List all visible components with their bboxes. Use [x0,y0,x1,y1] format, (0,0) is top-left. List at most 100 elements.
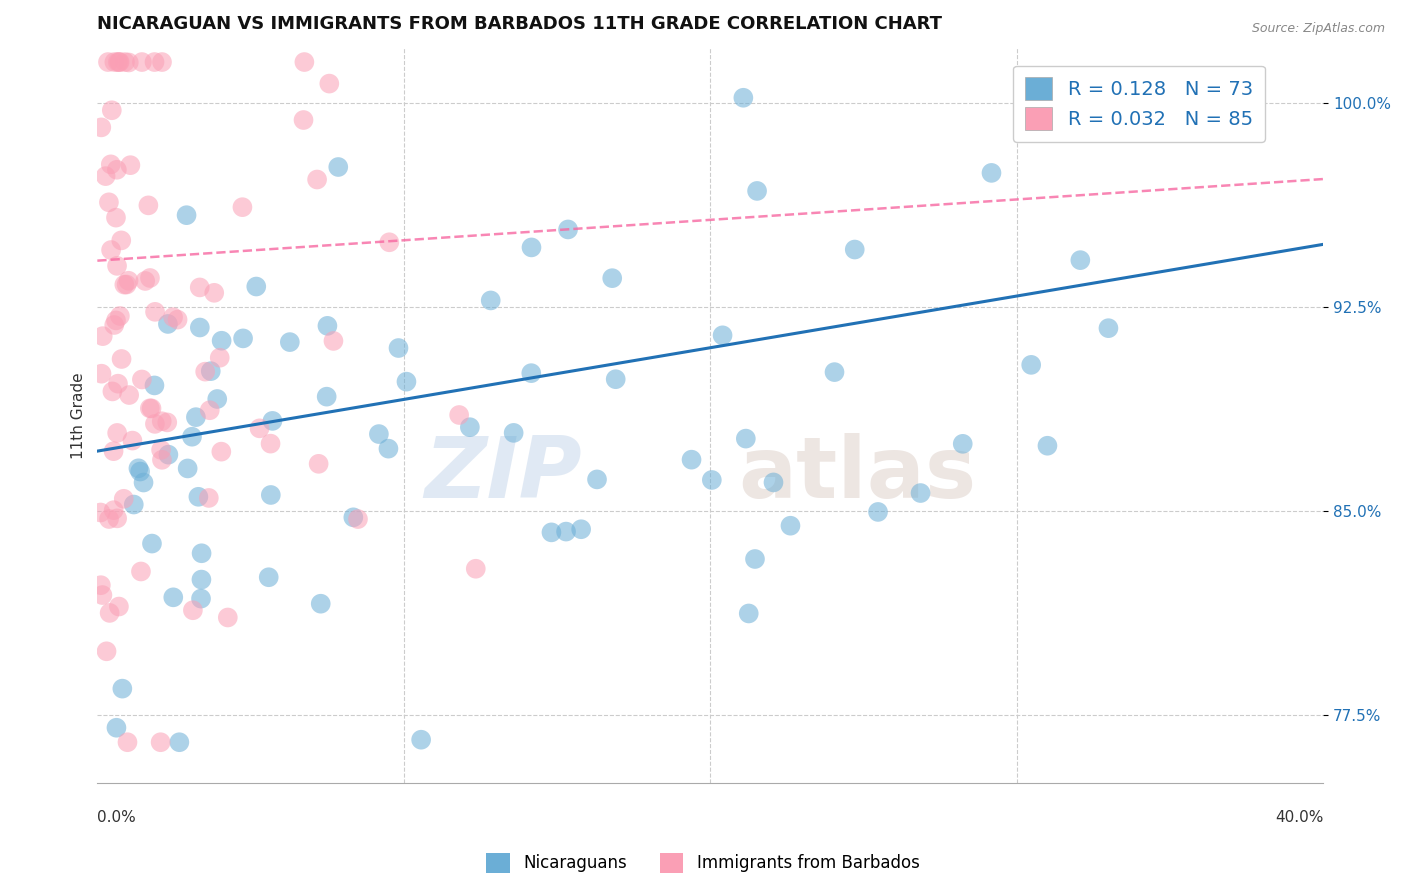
Point [190,546,212,560]
Point [586,472,609,486]
Point [824,365,846,379]
Text: ZIP: ZIP [425,433,582,516]
Point [257,570,280,584]
Text: 0.0%: 0.0% [97,810,136,825]
Point [127,461,149,475]
Point [188,320,211,334]
Point [557,222,579,236]
Point [378,235,401,250]
Point [315,390,337,404]
Point [198,403,221,417]
Point [103,318,125,332]
Point [952,437,974,451]
Point [150,452,173,467]
Point [117,274,139,288]
Text: atlas: atlas [738,433,977,516]
Point [738,607,761,621]
Point [762,475,785,490]
Point [520,240,543,254]
Point [143,55,166,70]
Point [779,518,801,533]
Legend: R = 0.128   N = 73, R = 0.032   N = 85: R = 0.128 N = 73, R = 0.032 N = 85 [1014,65,1264,142]
Point [112,491,135,506]
Point [1019,358,1042,372]
Point [139,401,162,416]
Point [105,162,128,177]
Point [307,172,329,186]
Point [387,341,409,355]
Point [105,259,128,273]
Point [980,166,1002,180]
Point [156,416,179,430]
Point [209,444,232,458]
Point [131,372,153,386]
Point [108,309,131,323]
Point [103,55,125,70]
Point [744,552,766,566]
Point [96,644,118,658]
Point [190,573,212,587]
Point [120,158,142,172]
Point [208,351,231,365]
Point [105,721,128,735]
Point [118,388,141,402]
Point [202,285,225,300]
Point [98,512,121,526]
Point [108,599,131,614]
Point [176,208,198,222]
Point [101,103,124,118]
Point [700,473,723,487]
Point [540,525,562,540]
Point [502,425,524,440]
Point [520,366,543,380]
Point [347,512,370,526]
Point [1069,253,1091,268]
Point [681,452,703,467]
Point [207,392,229,406]
Point [866,505,889,519]
Point [377,442,399,456]
Point [1036,439,1059,453]
Point [143,417,166,431]
Point [122,498,145,512]
Point [322,334,344,348]
Point [733,91,755,105]
Point [90,120,112,135]
Point [745,184,768,198]
Point [107,55,129,70]
Point [91,588,114,602]
Point [100,243,122,257]
Point [194,365,217,379]
Point [150,414,173,428]
Y-axis label: 11th Grade: 11th Grade [72,373,86,459]
Point [176,461,198,475]
Point [479,293,502,308]
Point [118,55,141,70]
Point [110,233,132,247]
Point [98,606,121,620]
Point [184,410,207,425]
Point [129,565,152,579]
Point [90,367,112,381]
Point [600,271,623,285]
Point [342,510,364,524]
Point [101,384,124,399]
Point [166,312,188,326]
Point [134,274,156,288]
Point [367,427,389,442]
Text: 40.0%: 40.0% [1275,810,1323,825]
Point [90,578,112,592]
Point [105,425,128,440]
Point [316,318,339,333]
Text: Source: ZipAtlas.com: Source: ZipAtlas.com [1251,22,1385,36]
Point [262,414,284,428]
Point [110,351,132,366]
Point [141,536,163,550]
Point [129,465,152,479]
Point [105,511,128,525]
Point [188,280,211,294]
Point [217,610,239,624]
Point [910,486,932,500]
Point [605,372,627,386]
Point [143,378,166,392]
